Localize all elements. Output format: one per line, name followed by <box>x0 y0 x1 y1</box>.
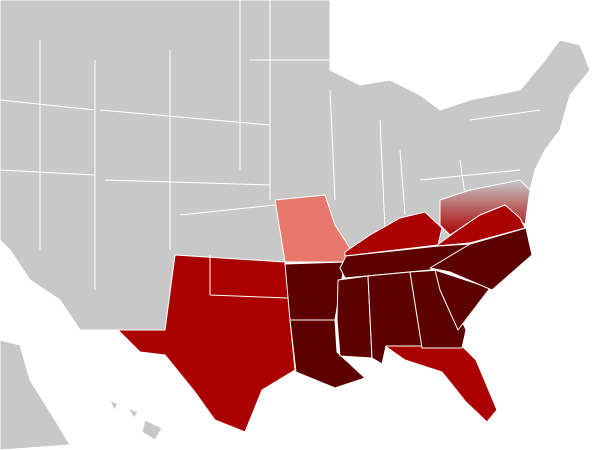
us-base <box>0 0 591 331</box>
louisiana <box>289 319 366 389</box>
state-borders <box>0 0 540 290</box>
shape <box>0 0 540 290</box>
north-carolina <box>429 227 533 291</box>
south-carolina <box>434 269 491 331</box>
mississippi <box>336 275 373 359</box>
alaska <box>0 339 71 450</box>
ok-border <box>209 255 289 299</box>
arkansas <box>284 261 346 321</box>
hawaii <box>109 399 163 441</box>
virginia <box>435 204 526 247</box>
florida <box>384 345 498 423</box>
